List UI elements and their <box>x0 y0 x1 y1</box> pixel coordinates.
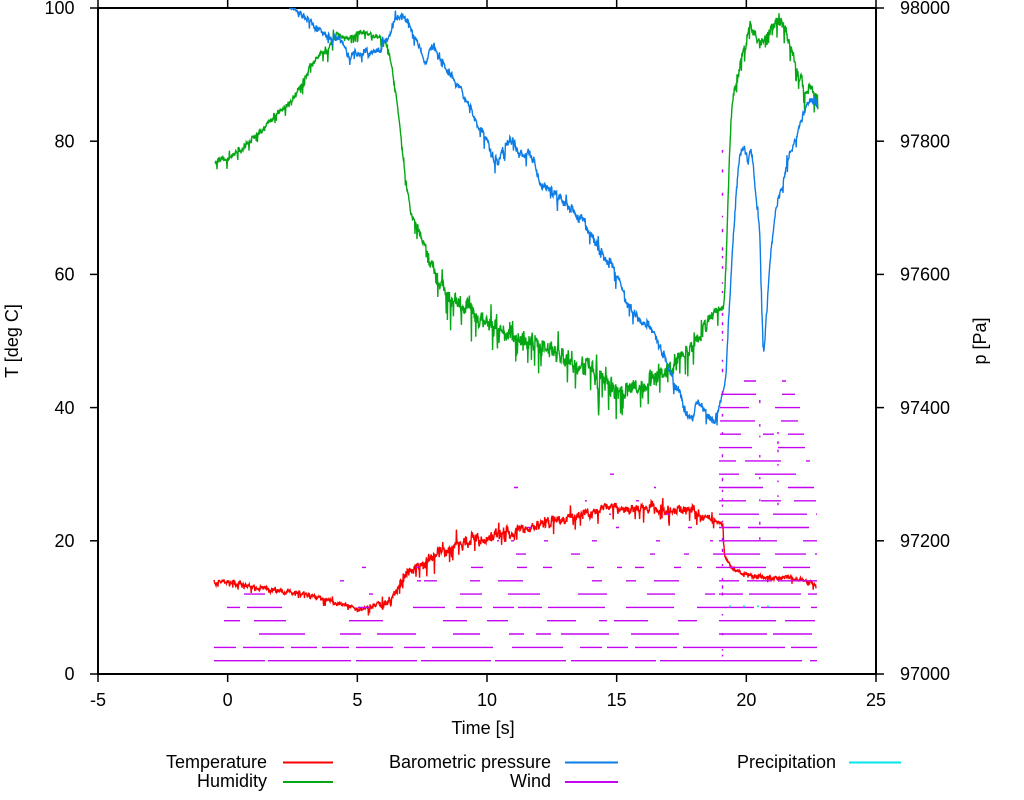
svg-text:Barometric pressure: Barometric pressure <box>389 752 551 772</box>
svg-text:p [Pa]: p [Pa] <box>970 317 990 364</box>
svg-text:80: 80 <box>54 131 74 151</box>
svg-text:97200: 97200 <box>900 531 950 551</box>
svg-text:97400: 97400 <box>900 398 950 418</box>
svg-text:25: 25 <box>866 690 886 710</box>
svg-text:T [deg C]: T [deg C] <box>2 304 22 378</box>
svg-text:0: 0 <box>223 690 233 710</box>
svg-text:-5: -5 <box>90 690 106 710</box>
svg-text:20: 20 <box>736 690 756 710</box>
svg-text:97600: 97600 <box>900 265 950 285</box>
svg-text:98000: 98000 <box>900 0 950 18</box>
svg-text:Precipitation: Precipitation <box>737 752 836 772</box>
svg-text:20: 20 <box>54 531 74 551</box>
svg-text:Humidity: Humidity <box>197 771 267 791</box>
svg-text:97800: 97800 <box>900 131 950 151</box>
svg-text:60: 60 <box>54 265 74 285</box>
svg-text:40: 40 <box>54 398 74 418</box>
svg-text:15: 15 <box>607 690 627 710</box>
svg-text:97000: 97000 <box>900 664 950 684</box>
svg-text:Wind: Wind <box>510 771 551 791</box>
svg-text:Temperature: Temperature <box>166 752 267 772</box>
svg-text:0: 0 <box>64 664 74 684</box>
svg-text:5: 5 <box>352 690 362 710</box>
svg-text:100: 100 <box>44 0 74 18</box>
svg-text:Time [s]: Time [s] <box>451 718 514 738</box>
svg-text:10: 10 <box>477 690 497 710</box>
